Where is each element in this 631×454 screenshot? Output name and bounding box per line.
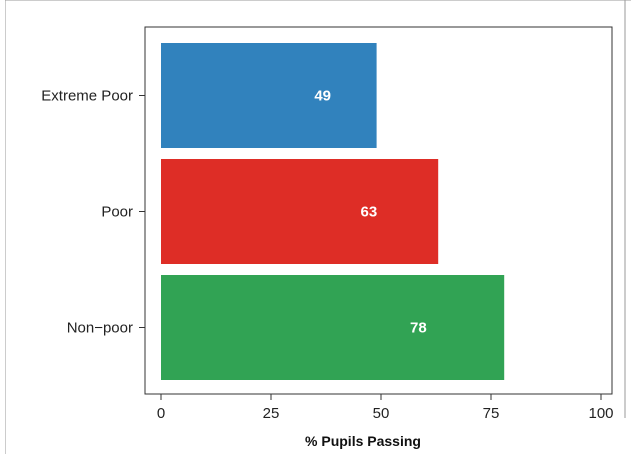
chart-frame: 49 63 78 Extreme Poor Poor Non−poor 0 25 50 75 1… xyxy=(5,0,631,454)
bar-value-label: 78 xyxy=(410,320,427,337)
x-tick-label: 100 xyxy=(588,405,613,422)
x-axis-ticks: 0 25 50 75 100 xyxy=(157,394,614,422)
x-tick-label: 75 xyxy=(483,405,500,422)
bar-extreme-poor xyxy=(161,43,377,148)
bar-chart: 49 63 78 Extreme Poor Poor Non−poor 0 25 50 75 1… xyxy=(5,0,631,454)
bars-group: 49 63 78 xyxy=(161,43,505,380)
bar-non-poor xyxy=(161,275,505,380)
x-tick-label: 50 xyxy=(373,405,390,422)
x-tick-label: 25 xyxy=(263,405,280,422)
x-tick-label: 0 xyxy=(157,405,165,422)
bar-poor xyxy=(161,159,439,264)
bar-value-label: 63 xyxy=(361,204,378,221)
y-tick-label-non-poor: Non−poor xyxy=(67,320,133,337)
y-tick-label-extreme-poor: Extreme Poor xyxy=(41,88,133,105)
bar-value-label: 49 xyxy=(314,88,331,105)
x-axis-title: % Pupils Passing xyxy=(305,433,421,449)
y-tick-label-poor: Poor xyxy=(101,204,133,221)
plot-area xyxy=(144,26,613,395)
y-axis-ticks: Extreme Poor Poor Non−poor xyxy=(41,88,145,337)
